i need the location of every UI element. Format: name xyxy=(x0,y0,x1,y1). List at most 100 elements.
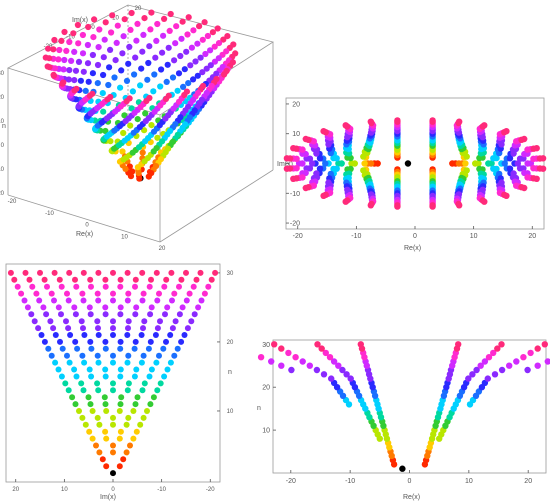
data-point xyxy=(491,371,499,378)
data-point xyxy=(146,283,153,290)
data-point xyxy=(157,380,164,387)
x-tick-label: -20 xyxy=(293,233,303,240)
data-point xyxy=(124,297,131,304)
data-point xyxy=(86,366,93,373)
data-point xyxy=(141,15,148,22)
data-point xyxy=(82,421,89,428)
data-point xyxy=(140,325,146,332)
data-point xyxy=(167,332,174,338)
points-top xyxy=(283,117,547,210)
data-point xyxy=(322,349,329,357)
data-point xyxy=(102,345,109,352)
data-point xyxy=(112,57,119,64)
data-point xyxy=(335,362,342,369)
data-point xyxy=(110,442,116,449)
data-point xyxy=(61,56,68,64)
data-point xyxy=(465,375,472,382)
data-point xyxy=(176,283,182,290)
data-point xyxy=(11,276,18,283)
data-point xyxy=(163,276,170,283)
data-point xyxy=(456,118,463,125)
data-point xyxy=(539,155,547,162)
data-point xyxy=(58,311,64,318)
data-point xyxy=(209,29,216,36)
data-point xyxy=(163,78,170,85)
data-point xyxy=(74,345,81,352)
data-point xyxy=(527,349,534,357)
data-point xyxy=(102,283,109,290)
data-point xyxy=(24,304,31,311)
data-point xyxy=(33,290,40,297)
data-point xyxy=(335,160,342,167)
data-point xyxy=(322,160,329,167)
data-point xyxy=(194,72,201,79)
data-point xyxy=(88,283,94,290)
data-point xyxy=(205,283,212,290)
data-point xyxy=(110,290,116,297)
data-point xyxy=(283,165,291,172)
data-point xyxy=(501,160,508,167)
data-point xyxy=(131,345,138,352)
data-point xyxy=(134,20,141,27)
data-point xyxy=(72,67,80,74)
data-point xyxy=(326,354,334,361)
data-point xyxy=(94,80,101,87)
data-point xyxy=(128,105,135,112)
data-point xyxy=(179,18,186,25)
data-point xyxy=(183,88,190,95)
data-point xyxy=(158,66,165,73)
data-point xyxy=(342,122,349,129)
data-point xyxy=(110,332,116,338)
data-point xyxy=(193,276,200,283)
data-point xyxy=(100,71,107,79)
data-point xyxy=(361,160,368,167)
data-point xyxy=(87,401,94,408)
data-point xyxy=(271,341,278,348)
data-point xyxy=(85,23,92,31)
data-point xyxy=(89,408,96,414)
data-point xyxy=(123,77,131,84)
data-point xyxy=(113,39,120,47)
data-point xyxy=(138,359,145,366)
data-point xyxy=(126,95,133,102)
data-point xyxy=(79,31,86,39)
data-point xyxy=(84,41,91,49)
axis-label-re: Re(x) xyxy=(404,245,421,252)
data-point xyxy=(152,54,159,61)
data-point xyxy=(119,148,126,155)
data-point xyxy=(22,269,29,276)
data-point xyxy=(114,22,121,29)
data-point xyxy=(120,33,127,40)
data-point xyxy=(481,358,489,365)
data-point xyxy=(199,69,206,76)
data-point xyxy=(134,116,141,123)
data-point xyxy=(71,77,78,84)
y-tick-label: 10 xyxy=(112,16,119,22)
data-point xyxy=(80,269,87,276)
data-point xyxy=(162,311,168,318)
data-point xyxy=(28,311,35,318)
data-point xyxy=(52,332,59,338)
data-point xyxy=(125,414,132,421)
data-point xyxy=(73,85,80,92)
data-point xyxy=(43,311,50,318)
data-point xyxy=(102,276,109,283)
data-point xyxy=(503,192,510,199)
data-point xyxy=(84,60,92,67)
data-point xyxy=(58,37,65,45)
data-point xyxy=(184,31,191,38)
data-point xyxy=(177,52,184,60)
data-point xyxy=(148,276,154,283)
data-point xyxy=(164,304,171,311)
data-point xyxy=(167,10,174,18)
data-point xyxy=(124,359,131,366)
data-point xyxy=(429,117,436,124)
data-point xyxy=(196,23,203,30)
data-point xyxy=(520,354,527,361)
data-point xyxy=(146,94,153,102)
data-point xyxy=(119,50,126,57)
x-tick-label: 20 xyxy=(159,246,166,252)
data-point xyxy=(148,366,155,373)
data-point xyxy=(72,311,79,318)
data-point xyxy=(360,153,367,160)
